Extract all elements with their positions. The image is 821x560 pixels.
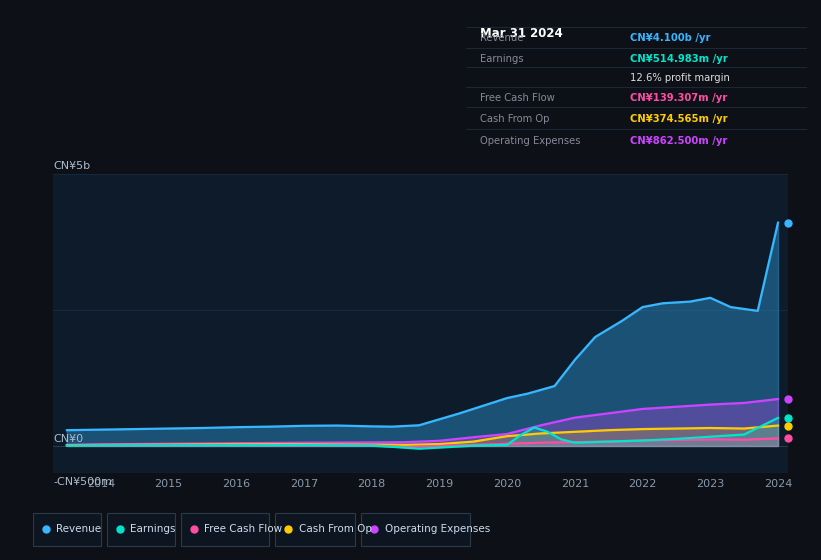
Text: Free Cash Flow: Free Cash Flow bbox=[204, 524, 282, 534]
Text: CN¥0: CN¥0 bbox=[53, 435, 84, 444]
Text: Revenue: Revenue bbox=[57, 524, 102, 534]
FancyBboxPatch shape bbox=[107, 513, 175, 545]
Text: Cash From Op: Cash From Op bbox=[299, 524, 372, 534]
FancyBboxPatch shape bbox=[275, 513, 355, 545]
FancyBboxPatch shape bbox=[33, 513, 101, 545]
Text: Free Cash Flow: Free Cash Flow bbox=[480, 93, 555, 103]
Text: CN¥139.307m /yr: CN¥139.307m /yr bbox=[630, 93, 727, 103]
Text: CN¥862.500m /yr: CN¥862.500m /yr bbox=[630, 136, 727, 146]
Text: CN¥374.565m /yr: CN¥374.565m /yr bbox=[630, 114, 727, 124]
Text: Earnings: Earnings bbox=[480, 54, 524, 64]
Text: Mar 31 2024: Mar 31 2024 bbox=[480, 26, 562, 40]
Text: 12.6% profit margin: 12.6% profit margin bbox=[630, 73, 730, 83]
Text: Operating Expenses: Operating Expenses bbox=[384, 524, 490, 534]
Text: CN¥514.983m /yr: CN¥514.983m /yr bbox=[630, 54, 727, 64]
Text: Revenue: Revenue bbox=[480, 33, 523, 43]
Text: -CN¥500m: -CN¥500m bbox=[53, 477, 112, 487]
Text: Operating Expenses: Operating Expenses bbox=[480, 136, 580, 146]
FancyBboxPatch shape bbox=[361, 513, 470, 545]
Text: Earnings: Earnings bbox=[131, 524, 176, 534]
Text: CN¥5b: CN¥5b bbox=[53, 161, 90, 171]
Text: CN¥4.100b /yr: CN¥4.100b /yr bbox=[630, 33, 710, 43]
Text: Cash From Op: Cash From Op bbox=[480, 114, 549, 124]
FancyBboxPatch shape bbox=[181, 513, 269, 545]
